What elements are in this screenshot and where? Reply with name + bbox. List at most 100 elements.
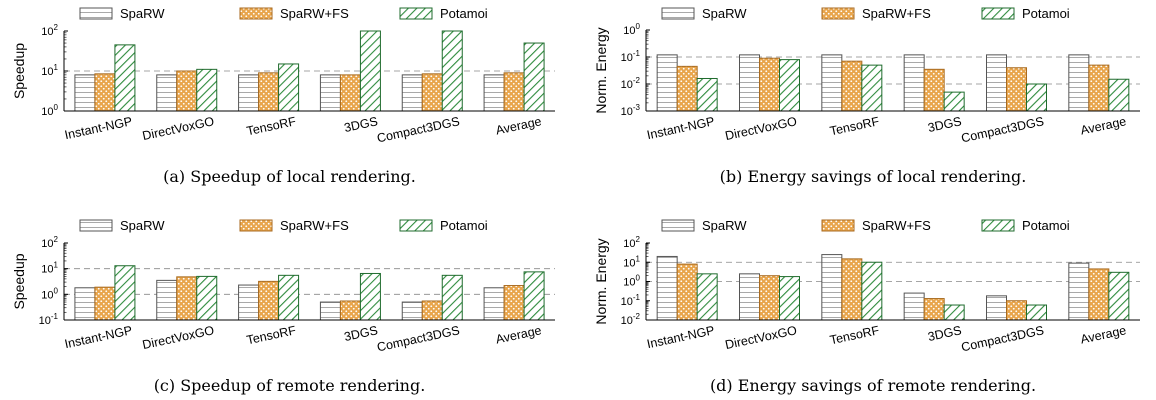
category-label-tensorf: TensoRF [245,323,297,347]
legend-swatch-sparw [79,219,113,232]
bar-sparw-directvoxgo [739,273,760,321]
bar-potamoi-3dgs [359,30,381,112]
legend-swatch-sparw-fs [821,219,855,232]
category-label-average: Average [494,114,542,137]
legend-label-potamoi: Potamoi [440,218,488,233]
legend-label-sparw: SpaRW [702,6,747,21]
bar-sparw-fs-directvoxgo [759,57,780,112]
bar-sparw-fs-tensorf [258,280,280,321]
y-tick-label: 100 [41,103,58,118]
category-label-3dgs: 3DGS [343,323,379,344]
y-tick-label: 100 [623,274,640,289]
bar-sparw-fs-compact3dgs [1006,67,1027,112]
bar-sparw-fs-directvoxgo [176,70,198,112]
y-tick-label: 10-1 [39,312,59,327]
category-label-average: Average [494,323,542,346]
panel-speedup-remote: 10-1 100 101 102 Speedup Instant-NGP DirectVox… [11,218,555,395]
caption: (a) Speedup of local rendering. [163,167,416,186]
category-label-compact3dgs: Compact3DGS [960,323,1045,354]
bar-potamoi-instant-ngp [114,265,136,321]
bar-sparw-compact3dgs [986,295,1007,321]
bar-sparw-tensorf [238,284,260,321]
bar-potamoi-compact3dgs [1026,83,1047,112]
bar-sparw-fs-directvoxgo [176,276,198,321]
category-label-tensorf: TensoRF [829,114,881,138]
y-tick-label: 100 [41,286,58,301]
category-label-directvoxgo: DirectVoxGO [141,114,216,143]
bar-potamoi-average [523,42,545,112]
panel-energy-remote: 10-2 10-1 100 101 102 Norm. Energy Instant-NGP… [593,218,1140,395]
y-axis-label: Speedup [11,43,27,99]
bar-sparw-average [1068,262,1090,321]
category-label-compact3dgs: Compact3DGS [376,323,461,354]
category-label-instant-ngp: Instant-NGP [646,114,716,142]
y-tick-label: 101 [41,261,58,276]
bar-sparw-3dgs [903,54,925,112]
bar-potamoi-compact3dgs [1026,304,1047,321]
bar-sparw-instant-ngp [74,74,96,112]
bar-sparw-fs-instant-ngp [94,73,116,112]
category-label-directvoxgo: DirectVoxGO [724,323,799,352]
bar-sparw-instant-ngp [74,287,96,321]
bar-sparw-compact3dgs [401,74,423,112]
y-tick-label: 102 [41,235,58,250]
category-label-instant-ngp: Instant-NGP [646,323,716,351]
bar-sparw-compact3dgs [986,54,1007,112]
y-tick-label: 10-1 [621,49,641,64]
bar-potamoi-3dgs [943,304,965,321]
bar-sparw-fs-average [1088,64,1110,112]
bar-sparw-fs-compact3dgs [1006,300,1027,321]
category-label-instant-ngp: Instant-NGP [63,114,133,142]
bar-sparw-3dgs [903,292,925,321]
category-label-compact3dgs: Compact3DGS [960,114,1045,145]
caption: (d) Energy savings of remote rendering. [710,376,1036,395]
bar-sparw-fs-3dgs [923,68,945,112]
bar-sparw-average [483,287,505,321]
legend-label-sparw-fs: SpaRW+FS [862,6,931,21]
legend-label-potamoi: Potamoi [1022,218,1070,233]
legend-label-sparw: SpaRW [702,218,747,233]
bar-potamoi-compact3dgs [441,30,463,112]
bar-potamoi-directvoxgo [196,275,218,321]
y-axis-label: Norm. Energy [593,238,609,324]
legend-swatch-sparw [661,7,695,20]
legend-swatch-potamoi [399,7,433,20]
bar-sparw-instant-ngp [656,255,678,321]
legend-swatch-sparw [661,219,695,232]
bar-sparw-average [1068,54,1090,112]
bar-potamoi-instant-ngp [114,44,136,112]
category-label-compact3dgs: Compact3DGS [376,114,461,145]
category-label-average: Average [1079,323,1127,346]
legend-swatch-sparw [79,7,113,20]
category-label-instant-ngp: Instant-NGP [63,323,133,351]
category-label-average: Average [1079,114,1127,137]
caption: (c) Speedup of remote rendering. [154,376,426,395]
bar-sparw-compact3dgs [401,301,423,321]
panel-energy-local: 10-3 10-2 10-1 100 Norm. Energy Instant-NGP Di… [593,6,1140,186]
bar-sparw-fs-3dgs [923,298,945,321]
bar-sparw-3dgs [319,74,341,112]
y-tick-label: 10-2 [621,76,641,91]
bar-sparw-fs-tensorf [841,60,863,112]
bar-sparw-fs-tensorf [841,258,863,321]
bar-sparw-directvoxgo [156,279,178,321]
legend-label-potamoi: Potamoi [1022,6,1070,21]
y-tick-label: 10-2 [621,312,641,327]
bar-sparw-instant-ngp [656,54,678,112]
legend-swatch-sparw-fs [239,219,273,232]
category-label-tensorf: TensoRF [829,323,881,347]
y-tick-label: 101 [41,63,58,78]
bar-sparw-fs-3dgs [339,74,361,112]
bar-sparw-directvoxgo [156,74,178,112]
bar-potamoi-tensorf [861,64,883,112]
legend-label-sparw-fs: SpaRW+FS [280,6,349,21]
bar-sparw-fs-directvoxgo [759,275,780,321]
bar-potamoi-tensorf [861,261,883,321]
y-tick-label: 102 [41,23,58,38]
bar-sparw-3dgs [319,301,341,321]
bar-sparw-fs-average [503,72,525,112]
bar-sparw-fs-compact3dgs [421,300,443,321]
legend-swatch-potamoi [981,219,1015,232]
category-label-3dgs: 3DGS [927,114,963,135]
